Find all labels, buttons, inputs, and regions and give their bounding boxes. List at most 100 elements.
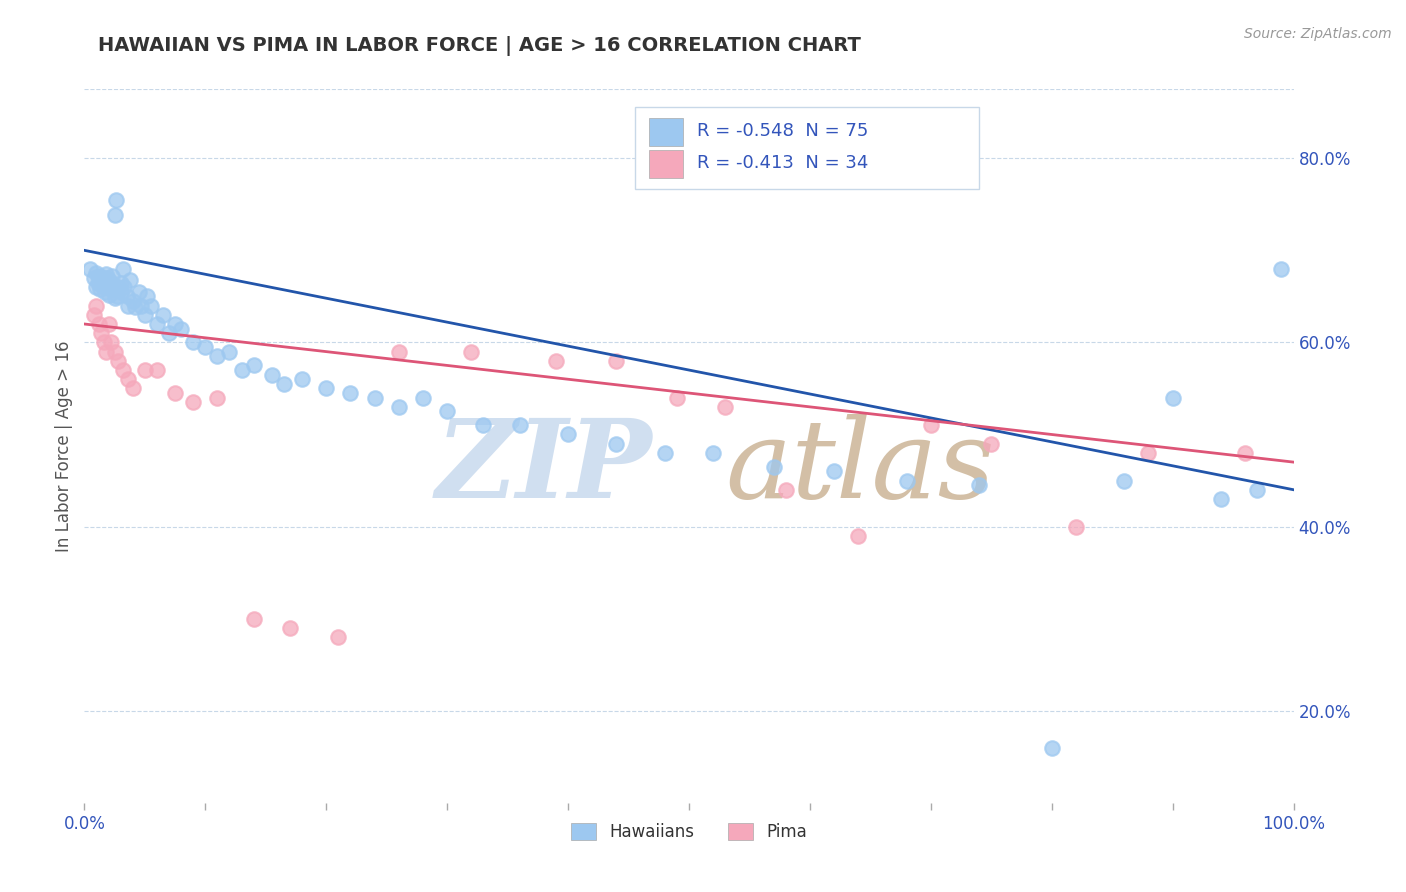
Point bbox=[87, 269, 110, 284]
Point bbox=[128, 285, 150, 299]
Y-axis label: In Labor Force | Age > 16: In Labor Force | Age > 16 bbox=[55, 340, 73, 552]
Point bbox=[388, 400, 411, 414]
Point bbox=[472, 418, 495, 433]
Point bbox=[194, 340, 217, 354]
Point bbox=[94, 285, 117, 299]
Point bbox=[104, 344, 127, 359]
Point bbox=[460, 344, 482, 359]
Point bbox=[100, 335, 122, 350]
Point bbox=[260, 368, 283, 382]
Point bbox=[146, 317, 169, 331]
Point bbox=[86, 280, 108, 294]
Point bbox=[98, 276, 121, 290]
Point bbox=[291, 372, 314, 386]
Point bbox=[1114, 474, 1136, 488]
Point bbox=[509, 418, 531, 433]
Point bbox=[112, 280, 135, 294]
Point bbox=[139, 299, 162, 313]
Point bbox=[363, 391, 385, 405]
Point bbox=[412, 391, 434, 405]
Bar bbox=[650, 150, 683, 178]
Point bbox=[170, 321, 193, 335]
Point bbox=[115, 289, 138, 303]
Point bbox=[124, 301, 146, 315]
Point bbox=[97, 317, 120, 331]
Point bbox=[920, 418, 942, 433]
Point bbox=[328, 630, 350, 644]
Point bbox=[775, 483, 797, 497]
Point bbox=[242, 359, 264, 373]
Point bbox=[94, 344, 117, 359]
Point bbox=[100, 282, 122, 296]
Point bbox=[181, 335, 204, 350]
Point bbox=[967, 478, 990, 492]
Point bbox=[605, 354, 627, 368]
Legend: Hawaiians, Pima: Hawaiians, Pima bbox=[564, 816, 814, 848]
Point bbox=[121, 293, 143, 308]
Point bbox=[1137, 446, 1160, 460]
Point bbox=[97, 287, 120, 301]
Point bbox=[702, 446, 724, 460]
Point bbox=[87, 317, 110, 331]
Point bbox=[97, 273, 120, 287]
Point bbox=[93, 273, 115, 287]
Point bbox=[91, 270, 114, 285]
Point bbox=[557, 427, 579, 442]
Point bbox=[1040, 740, 1063, 755]
Point bbox=[86, 299, 108, 313]
Point bbox=[273, 376, 295, 391]
Point bbox=[436, 404, 458, 418]
Point bbox=[165, 386, 187, 401]
Point bbox=[104, 193, 127, 207]
Point bbox=[1270, 261, 1292, 276]
Text: R = -0.413  N = 34: R = -0.413 N = 34 bbox=[697, 154, 869, 172]
Point bbox=[107, 280, 129, 294]
Point bbox=[605, 436, 627, 450]
Point bbox=[121, 381, 143, 395]
Point bbox=[129, 299, 152, 313]
Point bbox=[1234, 446, 1257, 460]
Point bbox=[112, 363, 135, 377]
Point bbox=[339, 386, 361, 401]
Point bbox=[388, 344, 411, 359]
Point bbox=[146, 363, 169, 377]
Point bbox=[1064, 519, 1087, 533]
Point bbox=[231, 363, 253, 377]
Point bbox=[117, 372, 139, 386]
Text: Source: ZipAtlas.com: Source: ZipAtlas.com bbox=[1244, 27, 1392, 41]
Point bbox=[846, 529, 869, 543]
Point bbox=[278, 621, 301, 635]
Text: ZIP: ZIP bbox=[436, 414, 652, 521]
Bar bbox=[634, 107, 979, 189]
Point bbox=[79, 261, 101, 276]
Point bbox=[94, 267, 117, 281]
Point bbox=[242, 612, 264, 626]
Point bbox=[1246, 483, 1268, 497]
Point bbox=[101, 269, 124, 284]
Point bbox=[110, 276, 132, 290]
Point bbox=[104, 208, 127, 222]
Point bbox=[110, 285, 132, 299]
Point bbox=[105, 289, 128, 303]
Point bbox=[218, 344, 240, 359]
Point bbox=[896, 474, 918, 488]
Point bbox=[762, 459, 785, 474]
Point bbox=[93, 335, 115, 350]
Point bbox=[104, 291, 127, 305]
Point bbox=[103, 280, 125, 294]
Point bbox=[152, 308, 174, 322]
Point bbox=[823, 464, 845, 478]
Point bbox=[91, 278, 114, 293]
Point bbox=[157, 326, 180, 341]
Point bbox=[136, 289, 159, 303]
Point bbox=[83, 271, 105, 285]
Point bbox=[207, 349, 229, 363]
Point bbox=[654, 446, 676, 460]
Point bbox=[1161, 391, 1184, 405]
Point bbox=[665, 391, 688, 405]
Point bbox=[134, 363, 156, 377]
Point bbox=[207, 391, 229, 405]
Point bbox=[89, 282, 111, 296]
Point bbox=[714, 400, 737, 414]
Point bbox=[165, 317, 187, 331]
